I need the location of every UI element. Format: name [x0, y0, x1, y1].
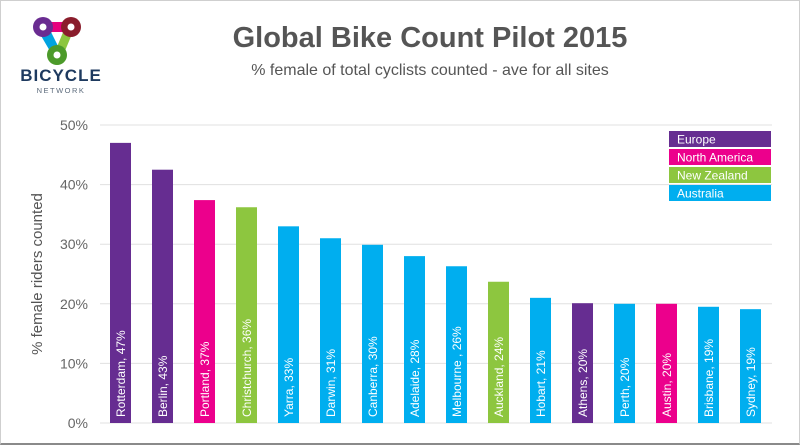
bar-austin	[656, 303, 677, 423]
bar-perth	[614, 303, 635, 423]
y-axis-ticks: 0% 10% 20% 30% 40% 50%	[60, 117, 88, 431]
y-tick-label: 30%	[60, 236, 88, 252]
legend-swatch	[669, 185, 771, 201]
bar-label: Athens, 20%	[576, 349, 590, 417]
bar-label: Auckland, 24%	[492, 337, 506, 417]
bar-label: Christchurch, 36%	[240, 319, 254, 417]
bar-label: Rotterdam, 47%	[114, 330, 128, 417]
bar-label: Hobart, 21%	[534, 350, 548, 417]
bar-label: Darwin, 31%	[324, 349, 338, 417]
bar-label: Austin, 20%	[660, 353, 674, 417]
logo-link-top	[47, 22, 67, 32]
legend-swatch	[669, 131, 771, 147]
y-tick-label: 20%	[60, 296, 88, 312]
y-axis-label: % female riders counted	[29, 193, 46, 355]
y-tick-label: 40%	[60, 177, 88, 193]
bar-berlin	[152, 169, 173, 423]
y-tick-label: 10%	[60, 355, 88, 371]
bar-label: Yarra, 33%	[282, 358, 296, 417]
bar-label: Brisbane, 19%	[702, 339, 716, 417]
legend-entry: Europe	[677, 133, 716, 147]
bar-christchurch	[236, 207, 257, 423]
logo-ring-hole	[53, 51, 61, 59]
bar-yarra	[278, 226, 299, 423]
logo-ring-hole	[67, 23, 75, 31]
bar-darwin	[320, 238, 341, 423]
logo-wordmark: BICYCLE	[20, 66, 102, 85]
bar-label: Canberra, 30%	[366, 336, 380, 417]
bicycle-network-logo	[33, 17, 81, 65]
y-tick-label: 50%	[60, 117, 88, 133]
legend-entry: New Zealand	[677, 169, 748, 183]
bar-rotterdam	[110, 142, 131, 423]
bar-canberra	[362, 244, 383, 423]
bar-label: Perth, 20%	[618, 357, 632, 417]
bar-brisbane	[698, 306, 719, 423]
bar-label: Adelaide, 28%	[408, 339, 422, 417]
bar-label: Berlin, 43%	[156, 355, 170, 417]
bar-melbourne	[446, 266, 467, 423]
bar-athens	[572, 303, 593, 423]
bar-adelaide	[404, 256, 425, 423]
legend-entry: North America	[677, 151, 753, 165]
bar-hobart	[530, 297, 551, 423]
logo-subtext: NETWORK	[36, 86, 86, 95]
legend: Europe North America New Zealand Australia	[669, 131, 771, 201]
legend-entry: Australia	[677, 187, 724, 201]
bar-sydney	[740, 309, 761, 423]
y-tick-label: 0%	[68, 415, 88, 431]
bar-label: Portland, 37%	[198, 341, 212, 417]
bars: Rotterdam, 47% Berlin, 43% Portland, 37% Ch…	[110, 142, 761, 423]
legend-swatch	[669, 167, 771, 183]
bar-label: Melbourne , 26%	[450, 326, 464, 417]
logo-ring-hole	[39, 23, 47, 31]
bar-portland	[194, 200, 215, 423]
bar-auckland	[488, 281, 509, 423]
bar-label: Sydney, 19%	[744, 347, 758, 417]
chart-subtitle: % female of total cyclists counted - ave…	[251, 62, 609, 79]
chart-title: Global Bike Count Pilot 2015	[232, 22, 628, 54]
legend-swatch	[669, 149, 771, 165]
